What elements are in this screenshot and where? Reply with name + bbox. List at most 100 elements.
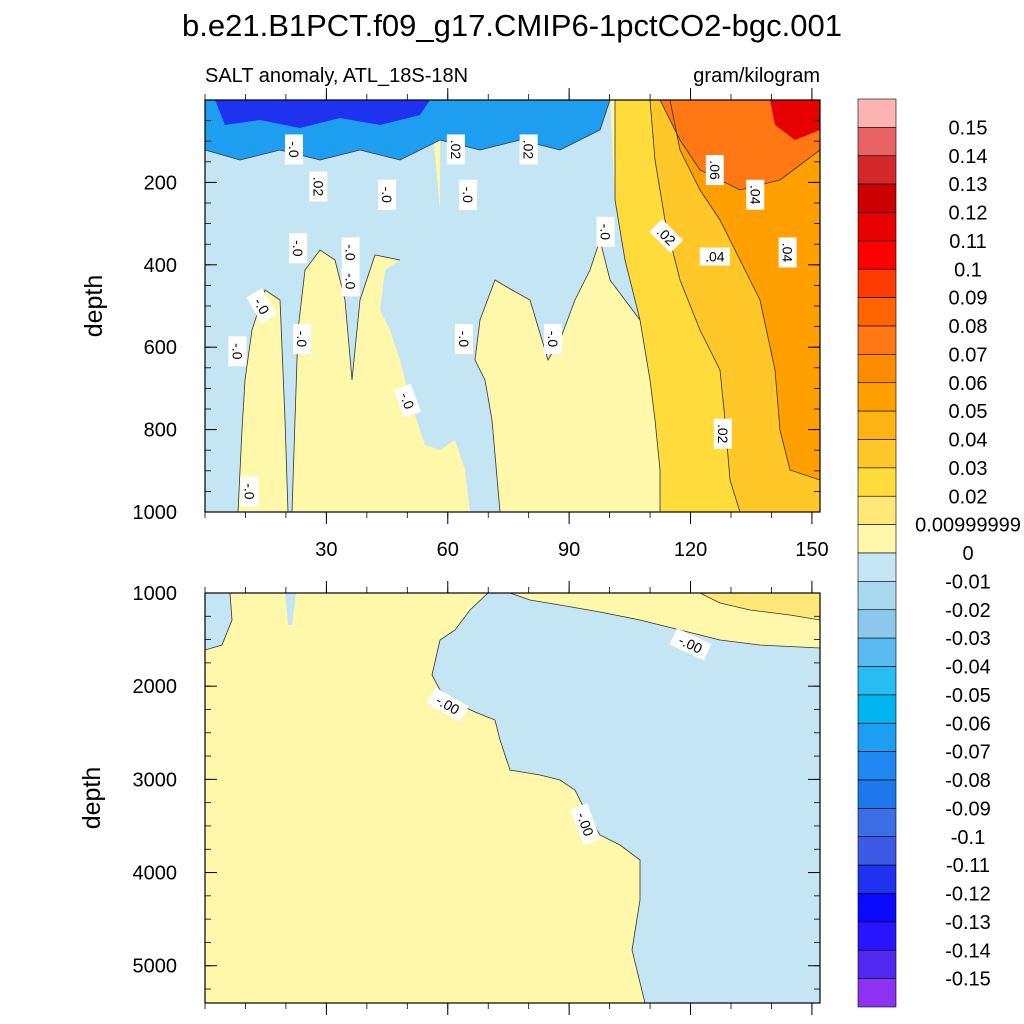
contour-label-text: -.0 [343, 244, 359, 261]
contour-label-box [596, 216, 615, 247]
contour-label-text: -.0 [545, 331, 561, 348]
x-tick-label: 60 [437, 539, 459, 561]
contour-label-box [240, 476, 259, 507]
colorbar-swatch [857, 836, 897, 866]
colorbar: 0.15 0.14 0.13 0.12 0.11 0.1 0.09 0.08 0.07 0.06 0… [857, 98, 1021, 1008]
upper-contour-labels: -.0 -.0 -.0 -.0 -.0 -.0 .02 -.0 -.0 -.0 -.0 .02 -.0 -… [228, 134, 797, 507]
contour-label-box [649, 218, 684, 253]
colorbar-swatch [857, 949, 897, 979]
colorbar-swatch [857, 268, 897, 298]
contour-label-box [699, 247, 730, 266]
contour-label: -.0 [341, 266, 360, 297]
colorbar-swatch [857, 240, 897, 270]
units-label: gram/kilogram [693, 65, 820, 87]
colorbar-swatch [857, 751, 897, 781]
lower-plot-area [205, 593, 820, 1003]
contour-label-box [713, 418, 732, 449]
y-tick-label: 800 [144, 420, 177, 442]
lower-plot-frame [204, 592, 821, 1004]
colorbar-swatch [857, 212, 897, 242]
colorbar-level-label: 0 [962, 543, 973, 565]
contour-label-box [543, 323, 562, 354]
lower-contour-labels: -.00-.00-.00 [426, 628, 712, 846]
contour-label-text: -.0 [598, 224, 614, 241]
colorbar-level-label: 0.09 [949, 288, 988, 310]
colorbar-level-label: -0.08 [945, 770, 991, 792]
colorbar-level-label: 0.07 [949, 344, 988, 366]
contour-label: .02 [446, 134, 465, 165]
contour-label: -.0 [285, 134, 304, 165]
colorbar-level-label: -0.02 [945, 600, 991, 622]
y-tick-label: 600 [144, 337, 177, 359]
contour-label: .02 [519, 134, 538, 165]
colorbar-swatch [857, 978, 897, 1008]
colorbar-swatch [857, 808, 897, 838]
contour-label: -.0 [228, 336, 247, 367]
colorbar-swatch [857, 354, 897, 384]
contour-label-text: -.00 [574, 810, 597, 838]
colorbar-level-label: 0.00999999 [915, 515, 1021, 537]
y-tick-label: 4000 [133, 863, 178, 885]
colorbar-swatch [857, 127, 897, 157]
lower-negative-region-deep [432, 593, 820, 1003]
contour-label-text: .02 [521, 140, 537, 160]
lower-y-axis-label: depth [78, 767, 106, 830]
lower-contour-lines [205, 593, 820, 1003]
contour-label-box [570, 803, 601, 846]
colorbar-swatch [857, 467, 897, 497]
colorbar-level-label: 0.03 [949, 458, 988, 480]
contour-label-text: .02 [715, 424, 731, 444]
contour-label-box [778, 237, 797, 268]
lower-x-axis [204, 581, 813, 1015]
contour-label-text: .04 [705, 249, 725, 265]
contour-label-box [519, 134, 538, 165]
colorbar-level-label: 0.12 [949, 203, 988, 225]
colorbar-level-label: -0.14 [945, 940, 991, 962]
y-tick-label: 1000 [133, 502, 178, 524]
contour-label-box [309, 171, 328, 202]
colorbar-swatch [857, 495, 897, 525]
contour-label: .04 [778, 237, 797, 268]
colorbar-level-label: 0.05 [949, 401, 988, 423]
colorbar-swatch [857, 694, 897, 724]
contour-label-box [446, 134, 465, 165]
colorbar-level-label: 0.06 [949, 373, 988, 395]
contour-label: -.0 [246, 288, 277, 324]
contour-label: -.0 [341, 237, 360, 268]
contour-label: -.0 [458, 179, 477, 210]
x-tick-label: 150 [795, 539, 828, 561]
colorbar-level-label: 0.13 [949, 174, 988, 196]
contour-label-box [705, 155, 724, 186]
contour-label-box [746, 179, 765, 210]
y-tick-label: 2000 [133, 676, 178, 698]
colorbar-level-label: -0.09 [945, 798, 991, 820]
colorbar-swatch [857, 893, 897, 923]
upper-y-axis: 200 400 600 800 1000 [133, 99, 820, 524]
contour-label-box [341, 266, 360, 297]
contour-label: -.0 [454, 323, 473, 354]
x-tick-label: 120 [674, 539, 707, 561]
contour-label-text: .04 [780, 243, 796, 263]
upper-x-axis: 30 60 90 120 150 [204, 88, 829, 561]
contour-label-box [378, 179, 397, 210]
colorbar-level-label: -0.1 [951, 827, 985, 849]
contour-label: .04 [746, 179, 765, 210]
contour-label: -.0 [393, 383, 421, 418]
colorbar-swatch [857, 864, 897, 894]
contour-label-box [293, 323, 312, 354]
lower-negative-region-west-2 [285, 593, 296, 625]
contour-label-text: -.0 [294, 331, 310, 348]
contour-label-box [669, 628, 712, 661]
contour-label-text: .02 [448, 140, 464, 160]
colorbar-swatch [857, 410, 897, 440]
colorbar-level-label: -0.03 [945, 628, 991, 650]
colorbar-swatch [857, 183, 897, 213]
colorbar-swatch [857, 921, 897, 951]
contour-label-text: -.0 [229, 343, 245, 360]
contour-label-text: -.0 [397, 390, 418, 411]
colorbar-level-label: -0.04 [945, 657, 991, 679]
upper-y-axis-label: depth [80, 275, 108, 338]
lower-positive-band-top-strong [700, 593, 820, 620]
colorbar-swatch [857, 779, 897, 809]
colorbar-swatch [857, 637, 897, 667]
